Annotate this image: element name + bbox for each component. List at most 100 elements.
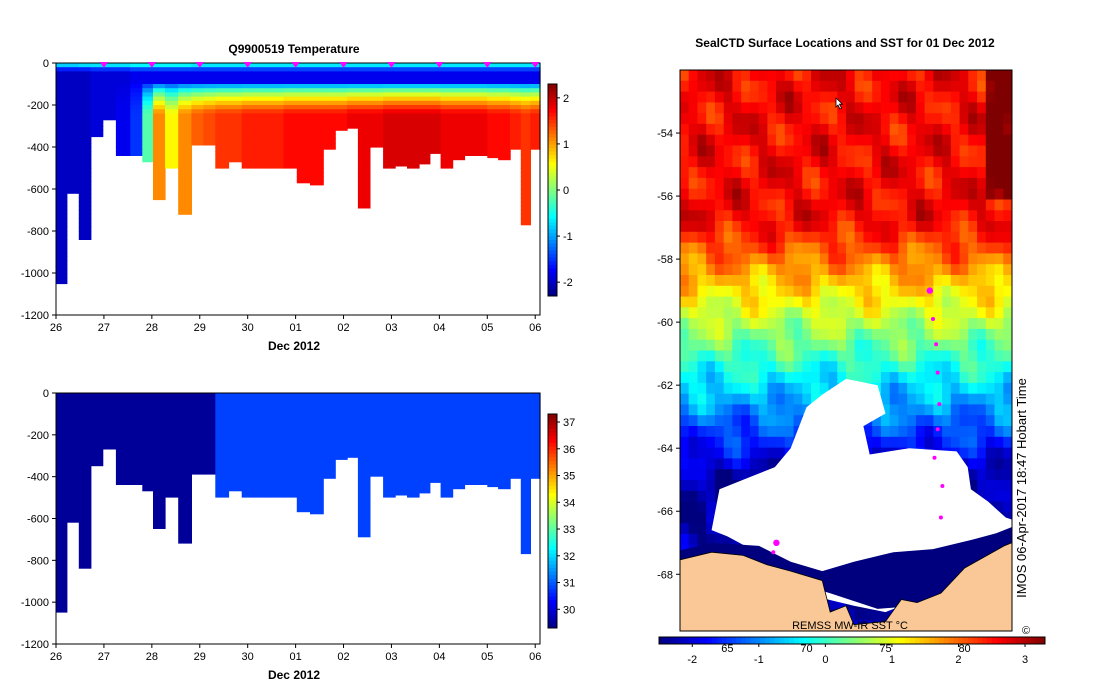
sst-cell [915, 80, 926, 93]
temperature-cell [115, 109, 131, 114]
sst-cell [959, 145, 969, 157]
temperature-cell [254, 151, 270, 156]
temperature-cell [310, 71, 324, 77]
colorbar-segment [548, 421, 557, 426]
sst-cell [846, 199, 856, 211]
sst-cell [854, 275, 864, 287]
sst-cell [732, 199, 742, 211]
sst-cell [959, 350, 969, 362]
temperature-cell [520, 100, 531, 106]
temperature-cell [357, 63, 371, 68]
sst-cell [784, 242, 795, 254]
temperature-cell [323, 75, 336, 81]
sst-cell [907, 350, 917, 362]
sst-cell [854, 372, 864, 384]
temperature-cell [283, 84, 298, 89]
temperature-cell [56, 176, 68, 182]
sst-cell [985, 447, 996, 459]
sst-cell [915, 307, 926, 319]
sst-cell [968, 480, 978, 492]
temperature-cell [487, 155, 499, 159]
temperature-cell [78, 168, 92, 173]
temperature-cell [215, 96, 230, 102]
temperature-cell [498, 67, 511, 72]
sst-cell [872, 447, 882, 459]
sst-cell [741, 177, 751, 190]
sst-cell [950, 404, 961, 416]
colorbar-segment [548, 119, 557, 124]
temperature-cell [269, 67, 285, 72]
colorbar-segment [548, 225, 557, 230]
colorbar-segment [1030, 637, 1036, 644]
temperature-cell [269, 117, 285, 123]
sst-cell [994, 480, 1004, 492]
sst-cell [767, 458, 777, 470]
sst-cell [854, 361, 864, 373]
sst-cell [688, 426, 698, 438]
temperature-cell [66, 184, 80, 190]
y-tick-label: -200 [27, 100, 49, 112]
sst-cell [959, 372, 969, 384]
sst-cell [776, 91, 786, 103]
temperature-cell [520, 109, 531, 114]
sst-cell [933, 285, 943, 298]
temperature-cell [78, 71, 92, 77]
temperature-cell [419, 151, 431, 156]
sst-cell [889, 264, 899, 276]
temperature-cell [407, 151, 420, 156]
sst-cell [714, 123, 725, 136]
colorbar-segment [548, 278, 557, 283]
sst-cell [872, 80, 882, 93]
temperature-cell [203, 117, 216, 123]
temperature-cell [395, 109, 408, 114]
temperature-cell [487, 105, 499, 110]
sst-cell [942, 285, 952, 298]
salinity-cell [228, 393, 243, 492]
sst-cell [1003, 512, 1012, 524]
sst-cell [793, 102, 803, 114]
sst-cell [811, 113, 821, 125]
temperature-cell [310, 67, 324, 72]
temperature-cell [269, 79, 285, 85]
sst-cell [959, 80, 969, 93]
y-tick-label: -58 [657, 254, 673, 266]
sst-cell [1003, 458, 1012, 470]
sst-cell [1003, 275, 1012, 287]
temperature-cell [153, 126, 166, 131]
sst-cell [968, 361, 978, 373]
temperature-cell [429, 88, 442, 93]
sst-cell [723, 210, 733, 222]
temperature-cell [56, 281, 68, 285]
sst-cell [749, 404, 760, 416]
temperature-cell [142, 155, 154, 161]
temperature-cell [178, 79, 192, 85]
sst-cell [880, 393, 891, 406]
sst-cell [802, 361, 812, 373]
temperature-cell [530, 79, 541, 85]
temperature-cell [78, 210, 92, 215]
temperature-cell [429, 142, 442, 148]
sst-cell [907, 372, 917, 384]
temperature-cell [464, 92, 478, 98]
sst-cell [697, 533, 707, 546]
salinity-cell [241, 393, 256, 498]
colorbar-segment [548, 218, 557, 223]
temperature-cell [310, 163, 324, 169]
sst-cell [977, 436, 987, 449]
sst-cell [828, 275, 838, 287]
sst-cell [977, 188, 987, 201]
temperature-cell [203, 79, 216, 85]
sst-cell [915, 210, 926, 222]
temperature-cell [241, 151, 256, 156]
colorbar-segment [548, 599, 557, 604]
profile-marker [147, 62, 156, 68]
sst-cell [784, 231, 795, 244]
temperature-cell [153, 155, 166, 161]
temperature-cell [369, 88, 384, 93]
temperature-cell [102, 63, 117, 68]
temperature-cell [178, 151, 192, 156]
temperature-cell [296, 168, 311, 173]
sst-cell [723, 339, 733, 352]
sst-cell [915, 350, 926, 362]
